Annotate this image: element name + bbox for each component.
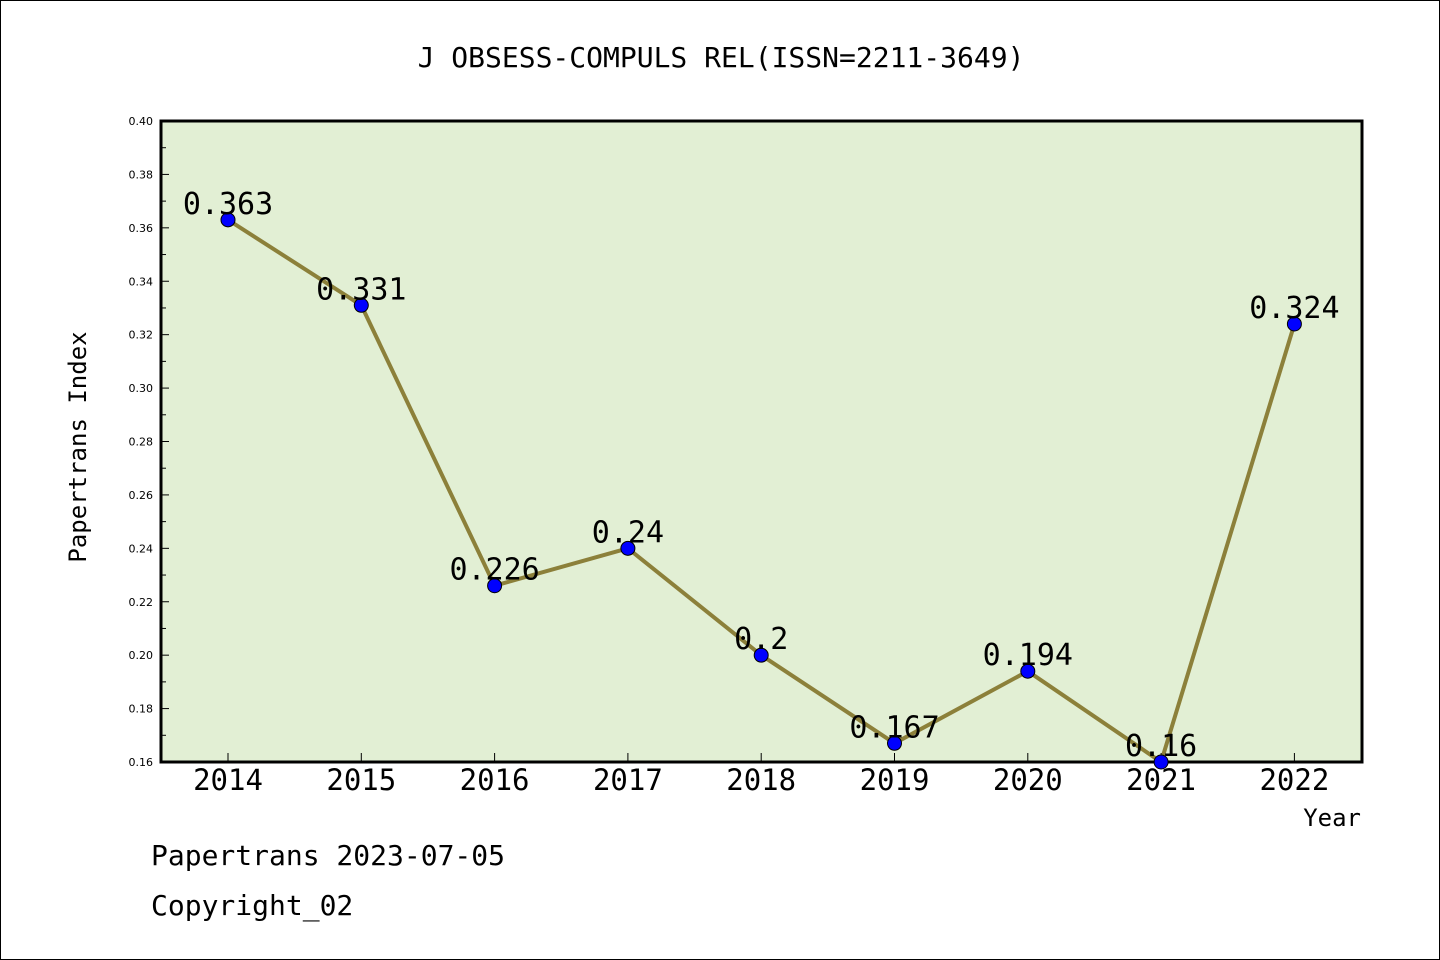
y-tick-label: 0.26 bbox=[129, 489, 154, 502]
data-point bbox=[1153, 754, 1169, 770]
y-tick-label: 0.16 bbox=[129, 756, 154, 769]
data-point bbox=[353, 297, 369, 313]
data-point bbox=[887, 735, 902, 751]
data-point bbox=[620, 540, 636, 556]
y-tick-label: 0.34 bbox=[129, 275, 154, 288]
y-axis: 0.16 0.18 0.20 0.22 0.24 0.26 0.28 0.30 0.32 0.34… bbox=[129, 115, 169, 769]
y-tick-label: 0.22 bbox=[129, 596, 154, 609]
x-axis-label: Year bbox=[1303, 804, 1361, 832]
plot-area bbox=[159, 119, 1364, 764]
chart-title: J OBSESS-COMPULS REL(ISSN=2211-3649) bbox=[418, 41, 1025, 74]
data-point bbox=[1020, 663, 1036, 679]
x-tick-label: 2017 bbox=[593, 763, 663, 797]
data-label: 0.167 bbox=[849, 710, 939, 745]
source-text: Papertrans 2023-07-05 bbox=[151, 839, 505, 872]
data-labels: 0.363 0.331 0.226 0.24 0.2 0.167 0.194 0.16 0.32… bbox=[183, 187, 1340, 764]
y-tick-label: 0.30 bbox=[129, 382, 154, 395]
data-label: 0.331 bbox=[316, 272, 406, 307]
data-point bbox=[487, 578, 503, 594]
data-label: 0.363 bbox=[183, 187, 273, 222]
x-tick-label: 2022 bbox=[1259, 763, 1329, 797]
data-label: 0.194 bbox=[983, 638, 1073, 673]
series-line bbox=[220, 212, 1302, 770]
y-tick-label: 0.40 bbox=[129, 115, 154, 128]
y-tick-label: 0.32 bbox=[129, 329, 154, 342]
copyright-text: Copyright_02 bbox=[151, 889, 353, 923]
y-tick-label: 0.38 bbox=[129, 168, 154, 181]
data-label: 0.24 bbox=[592, 515, 664, 550]
y-tick-label: 0.36 bbox=[129, 222, 154, 235]
x-tick-label: 2019 bbox=[860, 763, 930, 797]
data-label: 0.2 bbox=[734, 622, 788, 657]
y-tick-label: 0.20 bbox=[129, 649, 154, 662]
data-label: 0.16 bbox=[1125, 729, 1197, 764]
y-tick-label: 0.24 bbox=[129, 542, 154, 555]
x-tick-label: 2015 bbox=[326, 763, 396, 797]
x-tick-label: 2018 bbox=[726, 763, 796, 797]
data-point bbox=[1286, 316, 1302, 332]
data-label: 0.226 bbox=[449, 553, 539, 588]
data-point bbox=[753, 647, 769, 663]
data-point bbox=[220, 212, 236, 228]
x-tick-label: 2020 bbox=[993, 763, 1063, 797]
x-tick-label: 2014 bbox=[193, 763, 263, 797]
data-label: 0.324 bbox=[1249, 291, 1339, 326]
y-tick-label: 0.28 bbox=[129, 436, 154, 449]
x-tick-label: 2016 bbox=[460, 763, 530, 797]
y-tick-label: 0.18 bbox=[129, 703, 154, 716]
y-axis-label: Papertrans Index bbox=[64, 331, 92, 562]
